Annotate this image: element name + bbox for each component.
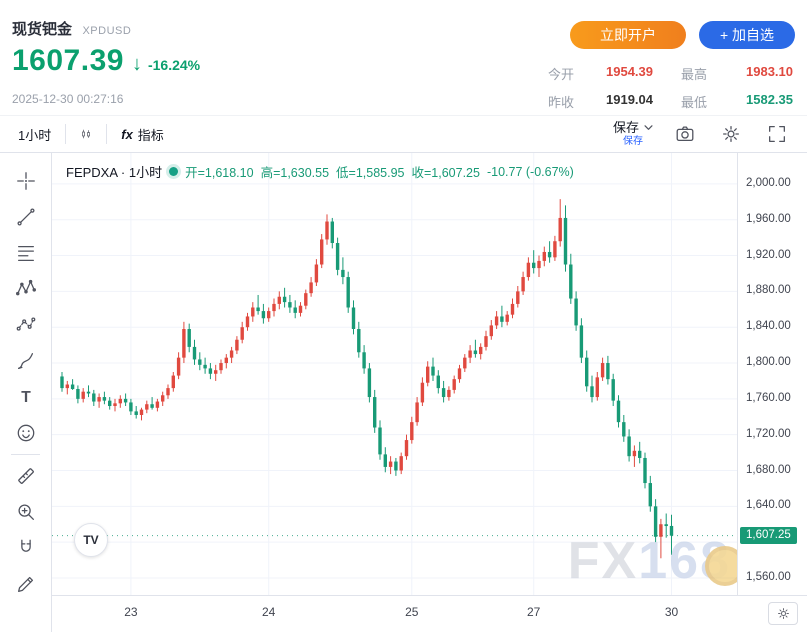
stat-low: 最低 1582.35 [681, 92, 793, 110]
last-price-tag: 1,607.25 [740, 526, 797, 544]
status-dot [169, 167, 179, 176]
crosshair-icon [17, 172, 35, 190]
fx-icon: fx [121, 126, 133, 142]
chevron-down-icon [644, 124, 653, 130]
fib-retracement-tool[interactable] [0, 235, 52, 271]
fib-retracement-icon [18, 245, 34, 261]
price-axis-label: 1,840.00 [746, 320, 791, 333]
time-axis-label[interactable]: 27 [527, 605, 541, 619]
time-axis-label[interactable]: 24 [262, 605, 276, 619]
svg-text:T: T [21, 389, 31, 406]
time-axis[interactable]: 23 24 25 27 30 [52, 595, 807, 632]
price-axis-label: 1,720.00 [746, 427, 791, 440]
pattern-tool[interactable] [0, 271, 52, 307]
brush-icon [18, 353, 34, 369]
stat-prev-close: 昨收 1919.04 [548, 92, 653, 110]
ruler-icon [18, 468, 34, 484]
gear-icon [777, 608, 789, 619]
candlestick-chart[interactable] [52, 153, 737, 595]
trendline-tool[interactable] [0, 199, 52, 235]
measure-tool[interactable] [0, 458, 52, 494]
time-axis-label[interactable]: 30 [664, 605, 679, 619]
price-axis-label: 2,000.00 [746, 176, 791, 189]
snapshot-button[interactable] [671, 120, 699, 148]
price-axis-label: 1,800.00 [746, 356, 791, 369]
price-axis-label: 1,920.00 [746, 248, 791, 261]
price-axis[interactable]: 2,000.00 1,960.00 1,920.00 1,880.00 1,840.00… [737, 153, 807, 595]
instrument-symbol: XPDUSD [82, 25, 132, 37]
price-row: 1607.39 ↓ -16.24% [12, 44, 200, 78]
pencil-icon [18, 576, 34, 592]
price-axis-label: 1,560.00 [746, 570, 791, 583]
legend-close: 收=1,607.25 [411, 166, 480, 180]
drawing-tools-sidebar: T [0, 153, 52, 632]
edit-drawing-tool[interactable] [0, 566, 52, 602]
chart-style-button[interactable] [72, 120, 100, 148]
price-axis-label: 1,640.00 [746, 499, 791, 512]
text-icon: T [21, 389, 31, 406]
chart-settings-button[interactable] [717, 120, 745, 148]
prediction-icon [16, 317, 36, 331]
brush-tool[interactable] [0, 343, 52, 379]
price-axis-label: 1,680.00 [746, 463, 791, 476]
price-axis-label: 1,960.00 [746, 212, 791, 225]
axis-settings-button[interactable] [768, 602, 798, 625]
legend-change: -10.77 (-0.67%) [486, 164, 574, 179]
prediction-tool[interactable] [0, 307, 52, 343]
fullscreen-icon [769, 126, 785, 142]
legend-low: 低=1,585.95 [336, 166, 405, 180]
time-axis-label[interactable]: 23 [124, 605, 138, 619]
fullscreen-button[interactable] [763, 120, 791, 148]
instrument-title: 现货钯金 [12, 21, 73, 38]
xabcd-pattern-icon [16, 279, 36, 296]
save-layout-button[interactable]: 保存 保存 [613, 121, 653, 147]
indicators-button[interactable]: fx 指标 [121, 126, 164, 143]
crosshair-tool[interactable] [0, 163, 52, 199]
candles-icon [82, 129, 91, 139]
instrument-title-row: 现货钯金 XPDUSD [12, 18, 131, 39]
fx168-watermark: FX 168 [568, 531, 745, 591]
toolbar-divider [106, 124, 108, 144]
tradingview-logo[interactable]: TV [74, 523, 108, 557]
interval-button[interactable]: 1小时 [18, 127, 52, 143]
emoji-smiley-icon [17, 424, 35, 442]
emoji-tool[interactable] [0, 415, 52, 451]
legend-high: 高=1,630.55 [260, 166, 330, 180]
time-axis-label[interactable]: 25 [405, 605, 419, 619]
trendline-icon [17, 208, 35, 226]
tools-divider [11, 454, 40, 455]
zoom-in-tool[interactable] [0, 494, 52, 530]
chart-toolbar: 1小时 fx 指标 保存 保存 [0, 115, 807, 153]
quote-timestamp: 2025-12-30 00:27:16 [12, 92, 124, 106]
price-axis-label: 1,760.00 [746, 391, 791, 404]
magnet-tool[interactable] [0, 530, 52, 566]
add-watchlist-button[interactable]: + 加自选 [699, 21, 795, 49]
price-axis-label: 1,880.00 [746, 284, 791, 297]
toolbar-right-group: 保存 保存 [613, 120, 797, 148]
price-down-arrow-icon: ↓ [131, 53, 142, 75]
stat-high: 最高 1983.10 [681, 64, 793, 82]
current-price: 1607.39 [12, 44, 124, 77]
stat-open: 今开 1954.39 [548, 64, 653, 82]
legend-open: 开=1,618.10 [185, 166, 254, 180]
save-sub-label: 保存 [622, 136, 643, 147]
toolbar-divider [65, 124, 67, 144]
legend-symbol: FEPDXA · 1小时 [66, 165, 163, 180]
open-account-button[interactable]: 立即开户 [570, 21, 686, 49]
quote-stats: 今开 1954.39 最高 1983.10 昨收 1919.04 最低 1582… [548, 64, 793, 111]
chart-canvas[interactable]: FEPDXA · 1小时 开=1,618.10 高=1,630.55 低=1,5… [52, 153, 745, 595]
camera-icon [676, 126, 694, 142]
zoom-in-icon [18, 504, 34, 520]
gear-icon [723, 126, 739, 142]
chart-legend: FEPDXA · 1小时 开=1,618.10 高=1,630.55 低=1,5… [66, 162, 574, 181]
price-change-percent: -16.24% [147, 57, 201, 73]
text-tool[interactable]: T [0, 379, 52, 415]
header: 现货钯金 XPDUSD 1607.39 ↓ -16.24% 2025-12-30… [0, 0, 807, 115]
magnet-icon [21, 539, 31, 552]
